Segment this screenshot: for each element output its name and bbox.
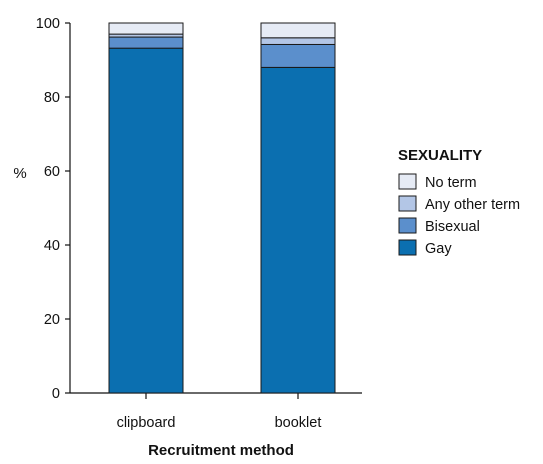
legend: No term Any other term Bisexual Gay — [398, 173, 520, 257]
x-axis: clipboard booklet — [70, 392, 362, 431]
bar-segment-bisexual — [260, 43, 336, 68]
y-tick-label: 40 — [44, 238, 60, 254]
y-axis-title: % — [13, 165, 26, 182]
legend-label-no-term: No term — [425, 175, 477, 191]
legend-swatch-gay — [398, 239, 417, 256]
bar-segment-gay — [260, 66, 336, 394]
bar-stack-booklet — [260, 22, 336, 394]
legend-swatch-bisexual — [398, 217, 417, 234]
y-tick-label: 60 — [44, 164, 60, 180]
bar-segment-bisexual — [108, 36, 184, 49]
x-tick-label: clipboard — [117, 415, 176, 431]
y-axis: 0 20 40 60 80 100 — [36, 16, 71, 402]
legend-title: SEXUALITY — [398, 147, 482, 164]
legend-label-gay: Gay — [425, 241, 452, 257]
legend-label-bisexual: Bisexual — [425, 219, 480, 235]
y-tick-label: 0 — [52, 386, 60, 402]
legend-label-any-other-term: Any other term — [425, 197, 520, 213]
y-tick-label: 20 — [44, 312, 60, 328]
bar-stack-clipboard — [108, 22, 184, 394]
bar-segment-any-other-term — [260, 37, 336, 45]
y-tick-label: 100 — [36, 16, 60, 32]
y-tick-label: 80 — [44, 90, 60, 106]
x-tick-label: booklet — [275, 415, 322, 431]
legend-swatch-any-other-term — [398, 195, 417, 212]
bar-segment-no-term — [260, 22, 336, 39]
x-axis-title: Recruitment method — [148, 442, 294, 459]
bar-segment-gay — [108, 47, 184, 394]
legend-swatch-no-term — [398, 173, 417, 190]
bar-segment-no-term — [108, 22, 184, 35]
bars — [108, 22, 336, 394]
